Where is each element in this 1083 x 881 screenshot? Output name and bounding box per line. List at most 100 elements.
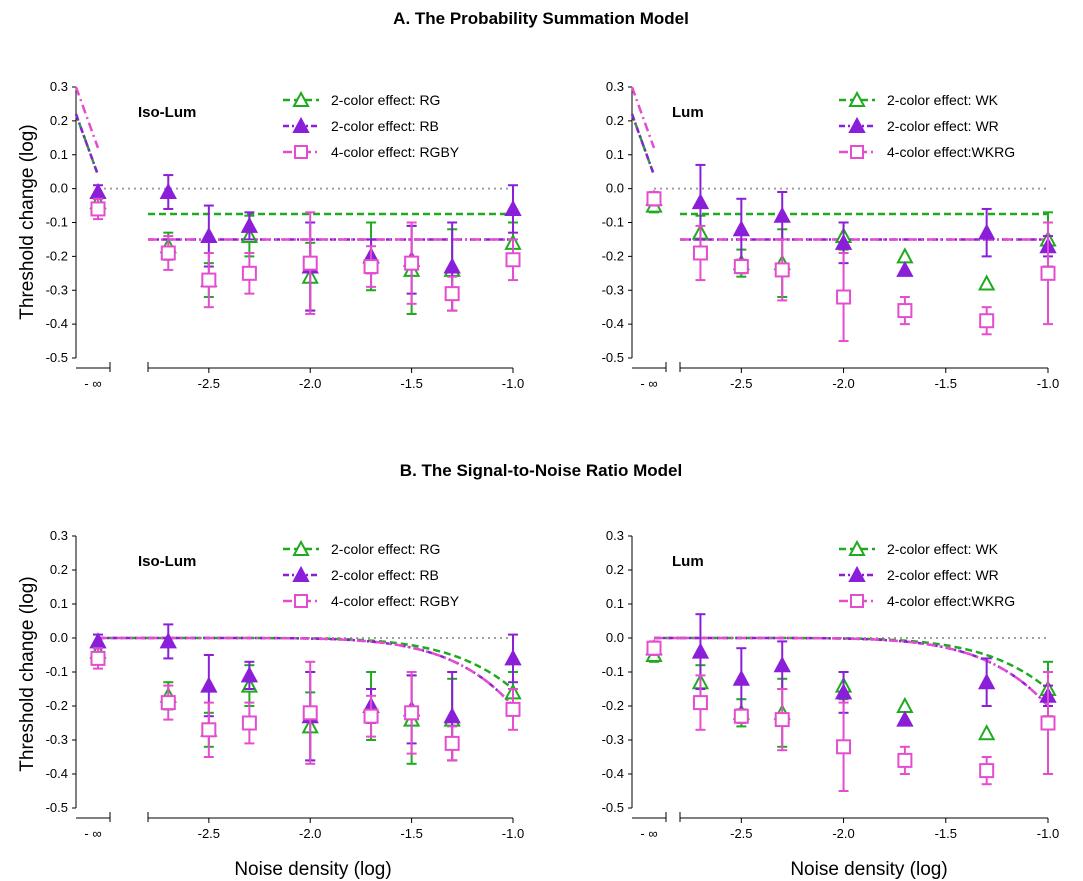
- y-tick-label: 0.2: [50, 562, 68, 577]
- data-point-square: [979, 313, 995, 329]
- model-line-neg-inf: [630, 113, 656, 176]
- legend-item: 2-color effect: RG: [283, 539, 440, 557]
- chart-panel-a-isolum: 0.3 0.2 0.1 0.0 -0.1 -0.2 -0.3 -0.4 -0.5 - ∞ -2.5 -…: [46, 79, 525, 391]
- data-point-square: [505, 252, 521, 268]
- y-tick-label: -0.4: [602, 316, 624, 331]
- data-point-square: [201, 272, 217, 288]
- data-point-square: [363, 259, 379, 275]
- model-line-neg-inf: [74, 86, 100, 149]
- chart-panel-b-lum: 0.3 0.2 0.1 0.0 -0.1 -0.2 -0.3 -0.4 -0.5 - ∞ -2.5 -…: [602, 528, 1060, 841]
- legend-marker: [292, 565, 310, 582]
- legend-label: 2-color effect: RB: [331, 567, 439, 583]
- x-tick-label: -2.5: [198, 826, 220, 841]
- legend-label: 4-color effect: RGBY: [331, 593, 460, 609]
- legend-label: 4-color effect:WKRG: [887, 144, 1015, 160]
- x-tick-label: -2.0: [299, 376, 321, 391]
- x-tick-label: -1.5: [400, 826, 422, 841]
- data-point-square: [90, 650, 106, 666]
- x-tick-label: -2.5: [730, 376, 752, 391]
- legend-marker: [294, 145, 308, 159]
- legend-label: 2-color effect: WR: [887, 118, 999, 134]
- panel-label: Lum: [672, 104, 704, 121]
- legend-marker: [848, 90, 866, 107]
- data-point-triangle: [89, 632, 107, 649]
- y-tick-label: -0.3: [46, 282, 68, 297]
- data-point-square: [404, 705, 420, 721]
- x-axis-label-left: Noise density (log): [234, 859, 391, 880]
- model-line-neg-inf: [630, 86, 656, 149]
- y-tick-label: 0.0: [606, 181, 624, 196]
- y-tick-label: -0.5: [602, 350, 624, 365]
- x-tick-label: -1.0: [1037, 376, 1059, 391]
- neg-inf-tick-label: - ∞: [84, 376, 101, 391]
- data-point-square: [160, 695, 176, 711]
- y-tick-label: 0.3: [50, 528, 68, 543]
- y-tick-label: -0.4: [46, 766, 68, 781]
- data-point-square: [241, 265, 257, 281]
- legend-item: 2-color effect: WK: [839, 539, 999, 557]
- data-point-square: [979, 763, 995, 779]
- chart-panel-a-lum: 0.3 0.2 0.1 0.0 -0.1 -0.2 -0.3 -0.4 -0.5 - ∞ -2.5 -…: [602, 79, 1060, 391]
- legend-label: 4-color effect:WKRG: [887, 593, 1015, 609]
- data-point-square: [733, 708, 749, 724]
- neg-inf-tick-label: - ∞: [640, 376, 657, 391]
- legend-label: 4-color effect: RGBY: [331, 144, 460, 160]
- data-point-triangle: [773, 206, 791, 223]
- legend-marker: [848, 539, 866, 556]
- legend-item: 4-color effect:WKRG: [839, 144, 1015, 160]
- legend-item: 2-color effect: WR: [839, 565, 999, 583]
- data-point-triangle: [896, 247, 914, 264]
- data-point-square: [836, 289, 852, 305]
- model-curve: [148, 636, 514, 707]
- y-tick-label: -0.2: [46, 248, 68, 263]
- data-point-triangle: [977, 673, 996, 690]
- legend-item: 2-color effect: RG: [283, 90, 440, 108]
- data-point-triangle: [896, 696, 914, 713]
- data-point-triangle: [691, 642, 710, 659]
- data-point-square: [1040, 715, 1056, 731]
- panel-label: Iso-Lum: [138, 553, 196, 570]
- legend-label: 2-color effect: RG: [331, 92, 440, 108]
- data-point-square: [201, 722, 217, 738]
- data-point-square: [646, 191, 662, 207]
- panel-label: Iso-Lum: [138, 104, 196, 121]
- neg-inf-tick-label: - ∞: [84, 826, 101, 841]
- y-tick-label: 0.0: [606, 630, 624, 645]
- data-point-triangle: [443, 707, 461, 724]
- x-tick-label: -1.5: [935, 376, 957, 391]
- legend-marker: [850, 594, 864, 608]
- x-tick-label: -1.5: [400, 376, 422, 391]
- data-point-square: [836, 739, 852, 755]
- y-tick-label: -0.3: [602, 282, 624, 297]
- legend-item: 4-color effect: RGBY: [283, 144, 460, 160]
- y-tick-label: 0.2: [606, 113, 624, 128]
- model-line-neg-inf: [74, 113, 100, 176]
- legend-label: 2-color effect: RG: [331, 541, 440, 557]
- legend-item: 4-color effect: RGBY: [283, 593, 460, 609]
- legend-item: 2-color effect: WK: [839, 90, 999, 108]
- y-tick-label: -0.1: [602, 215, 624, 230]
- data-point-triangle: [732, 220, 751, 237]
- data-point-square: [897, 752, 913, 768]
- y-tick-label: 0.1: [606, 147, 624, 162]
- y-tick-label: -0.2: [46, 698, 68, 713]
- section-b-title: B. The Signal-to-Noise Ratio Model: [400, 461, 682, 480]
- y-tick-label: 0.2: [50, 113, 68, 128]
- y-tick-label: -0.1: [602, 664, 624, 679]
- y-tick-label: -0.4: [46, 316, 68, 331]
- legend-marker: [292, 90, 310, 107]
- model-curve: [680, 636, 1049, 707]
- data-point-square: [90, 201, 106, 217]
- legend-item: 2-color effect: RB: [283, 565, 439, 583]
- data-point-square: [302, 255, 318, 271]
- data-point-triangle: [732, 669, 751, 686]
- data-point-square: [302, 705, 318, 721]
- x-tick-label: -2.0: [832, 376, 854, 391]
- x-axis-label-right: Noise density (log): [790, 859, 947, 880]
- y-tick-label: -0.5: [602, 800, 624, 815]
- data-point-triangle: [834, 233, 853, 250]
- data-point-square: [692, 245, 708, 261]
- y-tick-label: -0.3: [46, 732, 68, 747]
- y-tick-label: -0.2: [602, 248, 624, 263]
